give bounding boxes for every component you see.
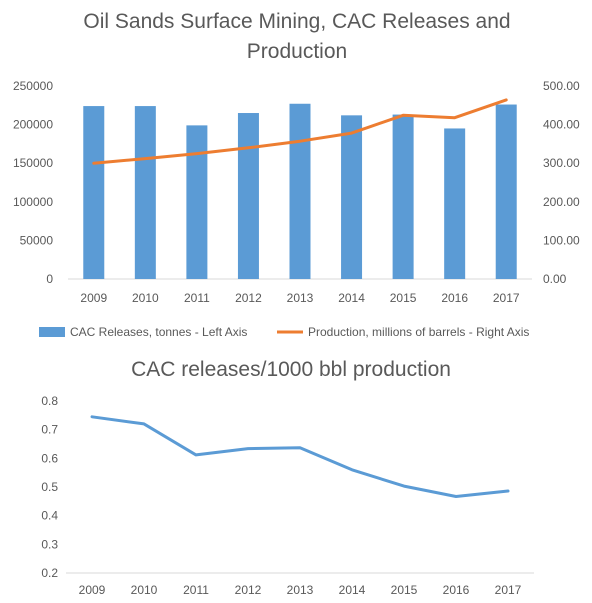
chart-title-line-2: Production: [247, 40, 347, 63]
bar-2012: [237, 113, 259, 280]
right-tick-label: 300.00: [543, 156, 580, 170]
bar-series: [83, 103, 517, 280]
x-tick-label: 2010: [131, 583, 158, 597]
bar-2011: [186, 125, 208, 279]
chart-title: CAC releases/1000 bbl production: [131, 358, 451, 381]
x-tick-label: 2013: [287, 291, 314, 305]
y-tick-label: 0.8: [41, 394, 58, 408]
x-tick-label: 2015: [391, 583, 418, 597]
bar-2016: [444, 128, 466, 279]
x-tick-label: 2016: [443, 583, 470, 597]
bar-2013: [289, 103, 311, 279]
right-tick-label: 400.00: [543, 118, 580, 132]
x-tick-label: 2009: [79, 583, 106, 597]
x-tick-label: 2009: [80, 291, 107, 305]
x-tick-label: 2014: [338, 291, 365, 305]
legend-swatch-bars: [39, 327, 65, 337]
left-tick-label: 150000: [13, 156, 53, 170]
bar-2017: [495, 104, 517, 279]
x-tick-label: 2011: [183, 583, 209, 597]
x-tick-label: 2012: [235, 583, 262, 597]
left-tick-label: 200000: [13, 118, 53, 132]
bar-2010: [134, 106, 156, 280]
right-axis-tick-labels: 0.00 100.00 200.00 300.00 400.00 500.00: [543, 79, 580, 286]
x-tick-label: 2011: [184, 291, 210, 305]
left-tick-label: 100000: [13, 195, 53, 209]
line-series: [92, 98, 508, 165]
y-tick-label: 0.3: [41, 537, 58, 551]
line-series: [90, 415, 510, 498]
legend-label-line: Production, millions of barrels - Right …: [308, 325, 529, 339]
x-tick-label: 2015: [390, 291, 417, 305]
left-axis-tick-labels: 0 50000 100000 150000 200000 250000: [13, 79, 53, 286]
x-axis-tick-labels: 2009 2010 2011 2012 2013 2014 2015 2016 2017: [80, 291, 519, 305]
left-tick-label: 250000: [13, 79, 53, 93]
right-tick-label: 500.00: [543, 79, 580, 93]
x-tick-label: 2014: [339, 583, 366, 597]
legend-label-bars: CAC Releases, tonnes - Left Axis: [70, 325, 247, 339]
x-tick-label: 2017: [493, 291, 520, 305]
ratio-line: [90, 415, 510, 498]
x-tick-label: 2013: [287, 583, 314, 597]
x-tick-label: 2010: [132, 291, 159, 305]
bar-2009: [83, 106, 105, 280]
y-tick-label: 0.4: [41, 509, 58, 523]
bar-2015: [392, 114, 414, 280]
left-tick-label: 0: [46, 272, 53, 286]
y-tick-label: 0.7: [41, 423, 58, 437]
right-tick-label: 100.00: [543, 233, 580, 247]
y-axis-tick-labels: 0.2 0.3 0.4 0.5 0.6 0.7 0.8: [41, 394, 58, 580]
y-tick-label: 0.2: [41, 566, 58, 580]
production-chart: Oil Sands Surface Mining, CAC Releases a…: [13, 10, 580, 339]
right-tick-label: 200.00: [543, 195, 580, 209]
right-tick-label: 0.00: [543, 272, 567, 286]
chart-title-line-1: Oil Sands Surface Mining, CAC Releases a…: [83, 10, 510, 33]
legend: CAC Releases, tonnes - Left Axis Product…: [39, 325, 529, 339]
left-tick-label: 50000: [20, 233, 54, 247]
x-axis-tick-labels: 2009 2010 2011 2012 2013 2014 2015 2016 2017: [79, 583, 522, 597]
y-tick-label: 0.6: [41, 451, 58, 465]
ratio-chart: CAC releases/1000 bbl production 0.20.30…: [41, 358, 534, 597]
y-tick-label: 0.5: [41, 480, 58, 494]
x-tick-label: 2016: [441, 291, 468, 305]
x-tick-label: 2017: [495, 583, 522, 597]
x-tick-label: 2012: [235, 291, 262, 305]
bar-2014: [341, 115, 363, 279]
